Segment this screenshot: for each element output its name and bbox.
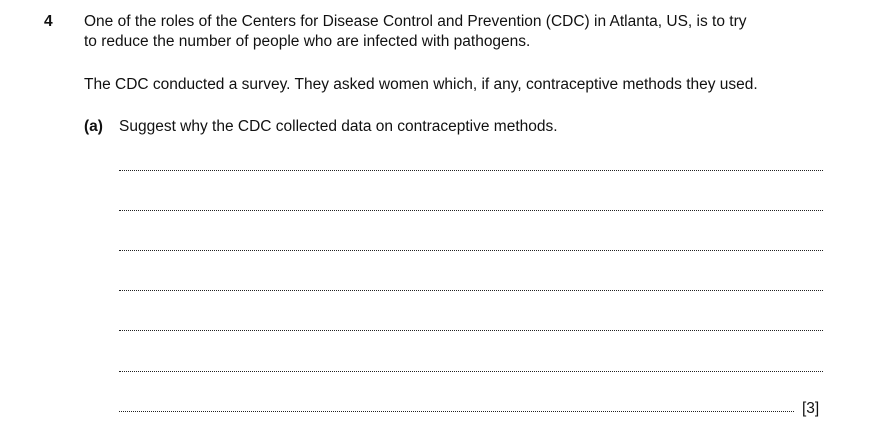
- marks-allocation: [3]: [802, 400, 820, 417]
- part-a-label: (a): [84, 118, 103, 135]
- answer-line-1[interactable]: [119, 170, 823, 171]
- answer-line-7[interactable]: [119, 411, 794, 412]
- part-a-question: Suggest why the CDC collected data on co…: [119, 118, 558, 135]
- question-number: 4: [44, 13, 53, 30]
- answer-line-2[interactable]: [119, 210, 823, 211]
- question-intro: One of the roles of the Centers for Dise…: [84, 12, 864, 52]
- intro-line-2: to reduce the number of people who are i…: [84, 33, 531, 50]
- answer-line-6[interactable]: [119, 371, 823, 372]
- intro-line-1: One of the roles of the Centers for Dise…: [84, 13, 747, 30]
- answer-line-5[interactable]: [119, 330, 823, 331]
- answer-line-4[interactable]: [119, 290, 823, 291]
- answer-line-3[interactable]: [119, 250, 823, 251]
- survey-statement: The CDC conducted a survey. They asked w…: [84, 76, 758, 93]
